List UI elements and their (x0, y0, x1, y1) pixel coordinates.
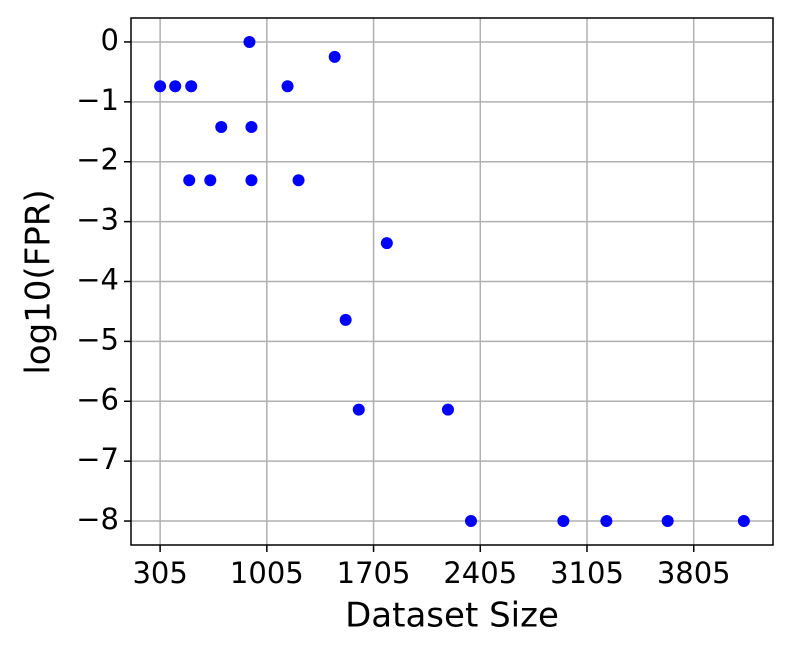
point (185, 80, 198, 93)
x-tick-label: 3105 (550, 556, 624, 590)
x-tick-label: 3805 (657, 556, 731, 590)
plot-frame (130, 17, 774, 546)
point (169, 80, 182, 93)
y-axis-label: log10(FPR) (19, 189, 59, 374)
y-tick-label: −2 (76, 143, 119, 177)
y-tick-label: −8 (76, 502, 119, 536)
point (441, 403, 454, 416)
point (245, 174, 258, 187)
point (281, 80, 294, 93)
y-tick-label: −1 (76, 83, 119, 117)
y-tick-label: −7 (76, 442, 119, 476)
x-tick-label: 1005 (230, 556, 304, 590)
point (245, 120, 258, 133)
point (183, 174, 196, 187)
x-tick-label: 2405 (443, 556, 517, 590)
y-tick-label: −5 (76, 322, 119, 356)
point (292, 174, 305, 187)
y-tick-label: −4 (76, 263, 119, 297)
x-tick-label: 305 (132, 556, 187, 590)
point (380, 237, 393, 250)
point (339, 313, 352, 326)
point (352, 403, 365, 416)
y-tick-label: 0 (101, 23, 119, 57)
point (154, 80, 167, 93)
y-tick-label: −3 (76, 203, 119, 237)
x-tick-label: 1705 (337, 556, 411, 590)
point (600, 515, 613, 528)
x-axis-label: Dataset Size (345, 596, 559, 636)
point (557, 515, 570, 528)
point (328, 50, 341, 63)
point (204, 174, 217, 187)
y-tick-label: −6 (76, 382, 119, 416)
point (243, 35, 256, 48)
point (215, 120, 228, 133)
point (737, 515, 750, 528)
point (661, 515, 674, 528)
point (464, 515, 477, 528)
